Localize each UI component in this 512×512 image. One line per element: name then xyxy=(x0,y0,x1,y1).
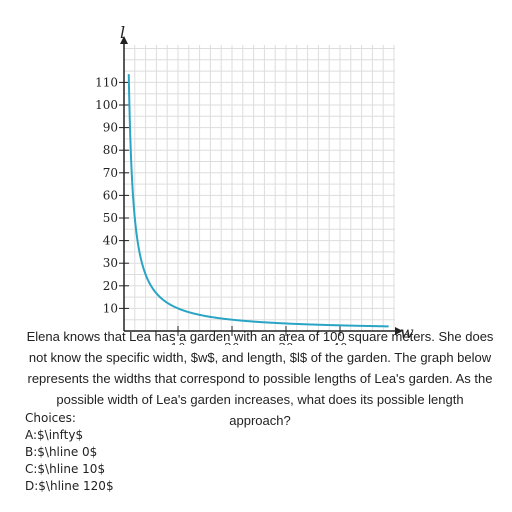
y-tick-label: 60 xyxy=(103,188,118,202)
y-axis-arrow xyxy=(120,36,128,44)
x-tick-label: 30 xyxy=(278,341,293,345)
y-tick-label: 110 xyxy=(95,75,118,89)
choice-c[interactable]: C:$\hline 10$ xyxy=(25,462,106,476)
x-tick-label: 20 xyxy=(224,341,239,345)
y-tick-label: 20 xyxy=(103,279,118,293)
y-tick-label: 100 xyxy=(95,98,118,112)
chart: 10 20 30 40 10 20 30 40 50 60 70 80 90 100 110 l w xyxy=(95,23,414,345)
series-line-length-vs-width xyxy=(127,74,389,328)
ticks: 10 20 30 40 10 20 30 40 50 60 70 80 90 100 110 xyxy=(95,75,348,345)
axes xyxy=(120,36,403,335)
series-group xyxy=(127,74,389,328)
x-tick-label: 10 xyxy=(170,341,185,345)
question-text: Elena knows that Lea has a garden with a… xyxy=(26,329,494,428)
x-axis-arrow xyxy=(395,327,403,335)
choices-block: Choices: A:$\infty$ B:$\hline 0$ C:$\hli… xyxy=(25,410,495,495)
y-tick-label: 80 xyxy=(103,143,118,157)
x-axis-label: w xyxy=(400,323,414,342)
y-tick-label: 70 xyxy=(103,166,118,180)
y-tick-label: 50 xyxy=(103,211,118,225)
y-tick-label: 10 xyxy=(103,301,118,315)
choice-a[interactable]: A:$\infty$ xyxy=(25,428,84,442)
y-tick-label: 30 xyxy=(103,256,118,270)
choices-label: Choices: xyxy=(25,411,76,425)
y-tick-label: 90 xyxy=(103,121,118,135)
choice-b[interactable]: B:$\hline 0$ xyxy=(25,445,98,459)
x-tick-label: 40 xyxy=(332,341,347,345)
grid-lines xyxy=(124,45,395,331)
y-tick-label: 40 xyxy=(103,234,118,248)
choice-d[interactable]: D:$\hline 120$ xyxy=(25,479,114,493)
y-axis-label: l xyxy=(120,23,125,42)
